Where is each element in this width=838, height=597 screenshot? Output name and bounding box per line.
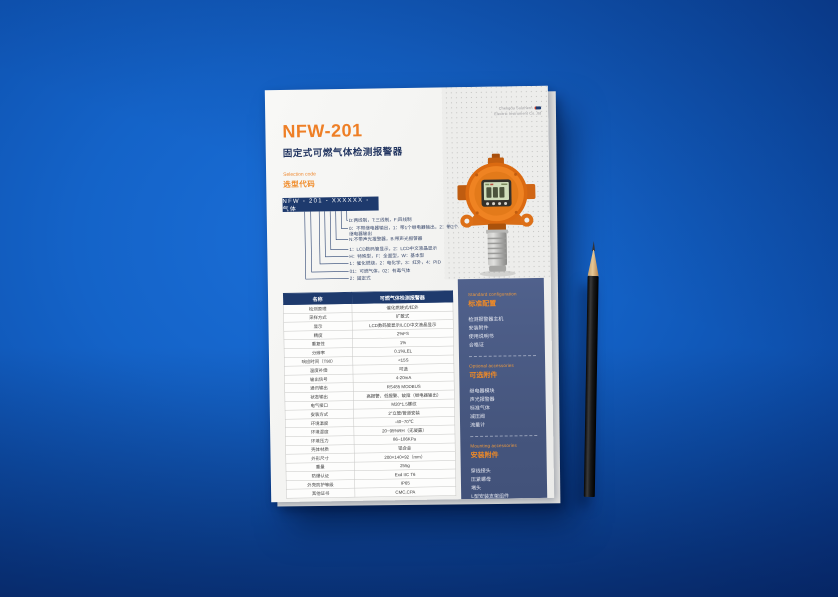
- spec-table-body: 检测原理 催化燃烧式/红外 采样方式 扩散式 显示 LCD数码管显示: [283, 302, 456, 499]
- section-title-zh: 安装附件: [470, 450, 499, 460]
- gas-detector-illustration: [457, 153, 536, 277]
- panel-item: 流量计: [470, 422, 486, 429]
- selection-code-label-en: Selection code: [283, 171, 316, 178]
- pencil-wood-tip: [588, 250, 599, 276]
- selection-tree-lines: [304, 210, 349, 280]
- spec-row-name: 其他证书: [286, 488, 355, 499]
- company-logo: [534, 106, 542, 110]
- panel-section-optional-accessories: Optional accessories 可选附件 继电器模块 声光报警器 标准气体…: [469, 362, 546, 429]
- dashed-divider: [470, 435, 538, 438]
- spec-row-value: CMC,CPA: [354, 486, 456, 498]
- company-name-line1: Chengdu Southern: [498, 105, 533, 111]
- datasheet-page: Chengdu Southern Electric Instrument Co.…: [264, 85, 555, 503]
- company-name: Chengdu Southern Electric Instrument Co.…: [494, 105, 541, 117]
- dashed-divider: [468, 355, 536, 358]
- selection-code-label-zh: 选型代码: [283, 179, 316, 189]
- spec-row: 其他证书 CMC,CPA: [286, 486, 456, 499]
- panel-section-mounting-accessories: Mounting accessories 安装附件 穿线接头 压紧螺母 堵头 L型安装…: [470, 442, 547, 501]
- selection-code-bar: NFW - 201 - XXXXXX - 气体: [282, 196, 379, 212]
- product-subtitle: 固定式可燃气体检测报警器: [282, 146, 403, 159]
- accessories-panel: Standard configuration 标准配置 检测报警器主机 安装附件使…: [457, 277, 548, 501]
- panel-section-standard-configuration: Standard configuration 标准配置 检测报警器主机 安装附件使…: [468, 291, 545, 350]
- section-title-en: Standard configuration: [467, 291, 517, 298]
- dotted-texture-panel: Chengdu Southern Electric Instrument Co.…: [441, 85, 551, 280]
- selection-code-tree: D:两线制，T:三线制，F:四线制 0：不带继电器输出，1：带1个继电器输出，2：…: [283, 209, 465, 286]
- spec-table: 名称 可燃气体检测报警器 检测原理 催化燃烧式/红外: [282, 290, 457, 499]
- pencil: [583, 241, 599, 498]
- section-items: 穿线接头 压紧螺母 堵头 L型安装支架组件: [471, 466, 548, 501]
- pencil-body: [583, 275, 599, 498]
- product-model-title: NFW-201: [282, 119, 363, 142]
- company-name-line2: Electric Instrument Co.,ltd: [494, 110, 542, 117]
- section-items: 继电器模块 声光报警器 标准气体 减压阀 流量计: [469, 386, 546, 430]
- section-items: 检测报警器主机 安装附件 使用说明书 合格证: [468, 314, 545, 349]
- datasheet-document: Chengdu Southern Electric Instrument Co.…: [264, 85, 561, 507]
- section-title-en: Mounting accessories: [470, 442, 517, 449]
- panel-item: 合格证: [468, 342, 484, 349]
- section-title-zh: 标准配置: [468, 299, 497, 308]
- section-title-en: Optional accessories: [469, 362, 514, 369]
- section-title-zh: 可选附件: [469, 370, 498, 380]
